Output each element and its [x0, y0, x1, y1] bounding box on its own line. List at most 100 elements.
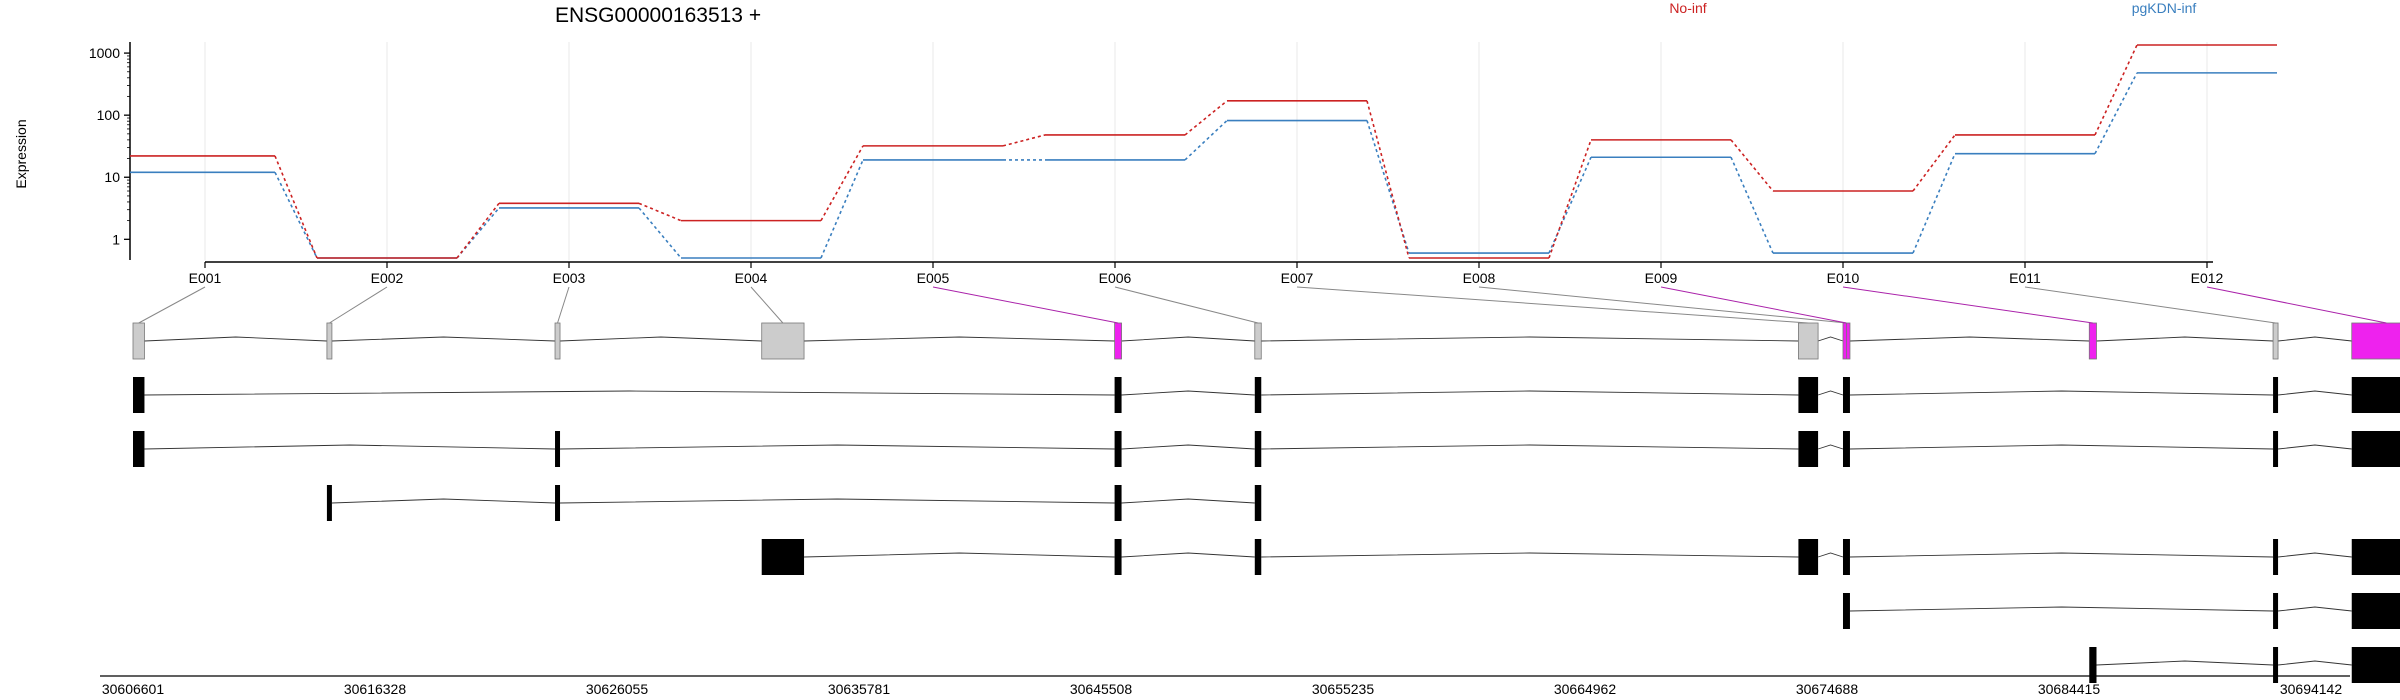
intron-line: [560, 444, 1115, 450]
transcript-row: [326, 485, 1262, 521]
intron-line: [2278, 444, 2352, 450]
series-2-connector: [1366, 120, 1410, 254]
series-1-connector: [1730, 139, 1774, 192]
chart-title: ENSG00000163513 +: [555, 4, 761, 27]
intron-line: [2278, 606, 2352, 612]
intron-line: [2096, 660, 2274, 666]
series-1-connector: [456, 202, 500, 259]
plot-area: 1 10 100 1000 E001 E002 E003 E004 E005 E006 E007 E0…: [89, 42, 2277, 286]
exon-box: [2272, 322, 2279, 360]
transcript-row: [761, 539, 2400, 575]
exon-model-row: [132, 322, 2400, 360]
exon-connector-line: [2024, 286, 2276, 324]
legend-series-1: No-inf: [1669, 0, 1706, 16]
transcript-exon: [1254, 377, 1262, 413]
series-1-connector: [1184, 100, 1228, 136]
transcript-exon: [1114, 485, 1122, 521]
intron-line: [1121, 552, 1255, 558]
transcript-exon: [133, 431, 145, 467]
exon-connector-line: [1842, 286, 2093, 324]
intron-line: [804, 336, 1115, 342]
exon-connector-line: [1296, 286, 1809, 324]
intron-line: [1849, 336, 2090, 342]
transcript-row: [2089, 647, 2400, 683]
intron-line: [2278, 660, 2352, 666]
series-2-connector: [456, 207, 500, 259]
exon-connector-line: [1478, 286, 1847, 324]
x-tick-label: E011: [2009, 270, 2041, 286]
transcript-exon: [1254, 539, 1262, 575]
transcript-exon: [2351, 539, 2400, 575]
intron-line: [331, 336, 556, 342]
y-tick-label: 1: [112, 231, 120, 247]
genomic-coordinate-label: 30674688: [1796, 681, 1859, 697]
transcript-exon: [2273, 593, 2279, 629]
x-tick-label: E004: [735, 270, 768, 286]
transcript-exon: [1842, 377, 1850, 413]
x-tick-label: E001: [189, 270, 222, 286]
series-2-connector: [2094, 72, 2138, 155]
intron-line: [2278, 336, 2352, 342]
intron-line: [1817, 552, 1844, 558]
intron-line: [2278, 552, 2352, 558]
x-tick-label: E008: [1463, 270, 1496, 286]
transcript-exon: [1254, 431, 1262, 467]
series-1-connector: [638, 202, 682, 222]
series-2-connector: [1730, 156, 1774, 254]
transcript-exon: [1798, 377, 1819, 413]
x-tick-label: E002: [371, 270, 404, 286]
transcript-exon: [133, 377, 145, 413]
exon-box-highlighted: [2351, 322, 2400, 360]
transcript-row: [133, 377, 2400, 413]
series-2-connector: [638, 207, 682, 259]
x-tick-label: E007: [1281, 270, 1314, 286]
transcript-exon: [1114, 377, 1122, 413]
genomic-coordinate-label: 30616328: [344, 681, 407, 697]
transcript-exon: [2351, 431, 2400, 467]
transcript-exon: [761, 539, 805, 575]
transcript-exon: [2273, 647, 2279, 683]
transcript-exon: [326, 485, 332, 521]
exon-connector-line: [932, 286, 1119, 324]
genomic-coordinate-label: 30694142: [2280, 681, 2343, 697]
series-2-connector: [274, 171, 318, 259]
transcript-exon: [2273, 539, 2279, 575]
intron-line: [1849, 606, 2274, 612]
series-1-connector: [274, 155, 318, 259]
intron-line: [1121, 390, 1255, 396]
intron-line: [1121, 336, 1255, 342]
genomic-coordinate-label: 30606601: [102, 681, 165, 697]
genomic-coordinate-label: 30635781: [828, 681, 891, 697]
legend-series-2: pgKDN-inf: [2132, 0, 2197, 16]
exon-connector-line: [557, 286, 570, 324]
transcript-exon: [2273, 431, 2279, 467]
series-2-line: [130, 72, 2277, 259]
transcript-exon: [2351, 377, 2400, 413]
exon-connector-line: [329, 286, 388, 324]
intron-line: [1121, 444, 1255, 450]
series-1-line: [130, 44, 2277, 259]
intron-line: [1817, 444, 1844, 450]
series-1-connector: [820, 145, 864, 222]
exon-connector-line: [750, 286, 784, 324]
intron-line: [1261, 336, 1799, 342]
series-1-connector: [1912, 134, 1956, 192]
intron-line: [144, 444, 556, 450]
x-tick-label: E010: [1827, 270, 1860, 286]
series-1-connector: [2094, 44, 2138, 136]
x-tick-label: E006: [1099, 270, 1132, 286]
exon-box: [1798, 322, 1819, 360]
intron-line: [560, 498, 1115, 504]
transcript-exon: [2351, 647, 2400, 683]
genomic-coordinate-label: 30645508: [1070, 681, 1133, 697]
transcript-exon: [1842, 593, 1850, 629]
series-1-connector: [1002, 134, 1046, 147]
exon-connector-line: [1660, 286, 1847, 324]
y-tick-label: 1000: [89, 45, 120, 61]
intron-line: [1261, 444, 1799, 450]
exon-box-highlighted: [2088, 322, 2097, 360]
transcript-exon: [1842, 431, 1850, 467]
intron-line: [144, 336, 327, 342]
exon-box: [132, 322, 145, 360]
